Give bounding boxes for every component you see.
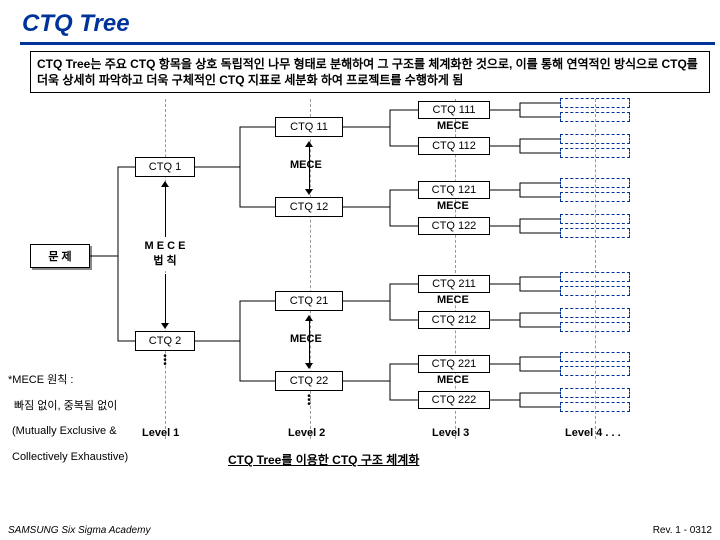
level-label-2: Level 2: [288, 427, 325, 439]
mece-kor-note: 빠짐 없이, 중복됨 없이: [14, 397, 117, 413]
mece-label: MECE: [437, 120, 469, 132]
node-ctq122: CTQ 122: [418, 217, 490, 235]
node-ctq212: CTQ 212: [418, 311, 490, 329]
mece-arrow-stem: [165, 187, 166, 237]
node-ctq21: CTQ 21: [275, 291, 343, 311]
mece-label: MECE: [290, 159, 322, 171]
mece-label: MECE: [437, 294, 469, 306]
vdots-icon: •••: [160, 355, 170, 367]
ctq-tree-diagram: 문 제 M E C E 법 칙 CTQ 1 CTQ 2 CTQ 11 CTQ 1…: [0, 99, 720, 479]
description-box: CTQ Tree는 주요 CTQ 항목을 상호 독립적인 나무 형태로 분해하여…: [30, 51, 710, 93]
level-label-4: Level 4 . . .: [565, 427, 621, 439]
node-ctq1: CTQ 1: [135, 157, 195, 177]
node-ctq112: CTQ 112: [418, 137, 490, 155]
node-ctq22: CTQ 22: [275, 371, 343, 391]
title-underline: [20, 42, 715, 45]
mece-arrow-stem: [165, 274, 166, 324]
node-ctq2: CTQ 2: [135, 331, 195, 351]
footer-right: Rev. 1 - 0312: [653, 525, 712, 536]
node-root: 문 제: [30, 244, 90, 268]
mece-label: MECE: [290, 333, 322, 345]
node-ctq221: CTQ 221: [418, 355, 490, 373]
vdots-icon: •••: [304, 395, 314, 407]
mece-arrow-icon: [305, 189, 313, 195]
page-title: CTQ Tree: [0, 0, 720, 42]
mece-center-label: M E C E 법 칙: [126, 237, 204, 271]
node-ctq222: CTQ 222: [418, 391, 490, 409]
mece-eng1-note: (Mutually Exclusive &: [12, 425, 117, 437]
node-ctq111: CTQ 111: [418, 101, 490, 119]
mece-arrow-stem: [309, 147, 310, 189]
mece-label: MECE: [437, 374, 469, 386]
level-label-1: Level 1: [142, 427, 179, 439]
bottom-summary: CTQ Tree를 이용한 CTQ 구조 체계화: [228, 451, 419, 468]
mece-rule-note: *MECE 원칙 :: [8, 371, 73, 387]
node-ctq211: CTQ 211: [418, 275, 490, 293]
mece-arrow-stem: [309, 321, 310, 363]
mece-arrow-icon: [305, 363, 313, 369]
footer-left: SAMSUNG Six Sigma Academy: [8, 525, 150, 536]
level-label-3: Level 3: [432, 427, 469, 439]
mece-label: MECE: [437, 200, 469, 212]
node-ctq11: CTQ 11: [275, 117, 343, 137]
node-ctq12: CTQ 12: [275, 197, 343, 217]
mece-eng2-note: Collectively Exhaustive): [12, 451, 128, 463]
node-ctq121: CTQ 121: [418, 181, 490, 199]
